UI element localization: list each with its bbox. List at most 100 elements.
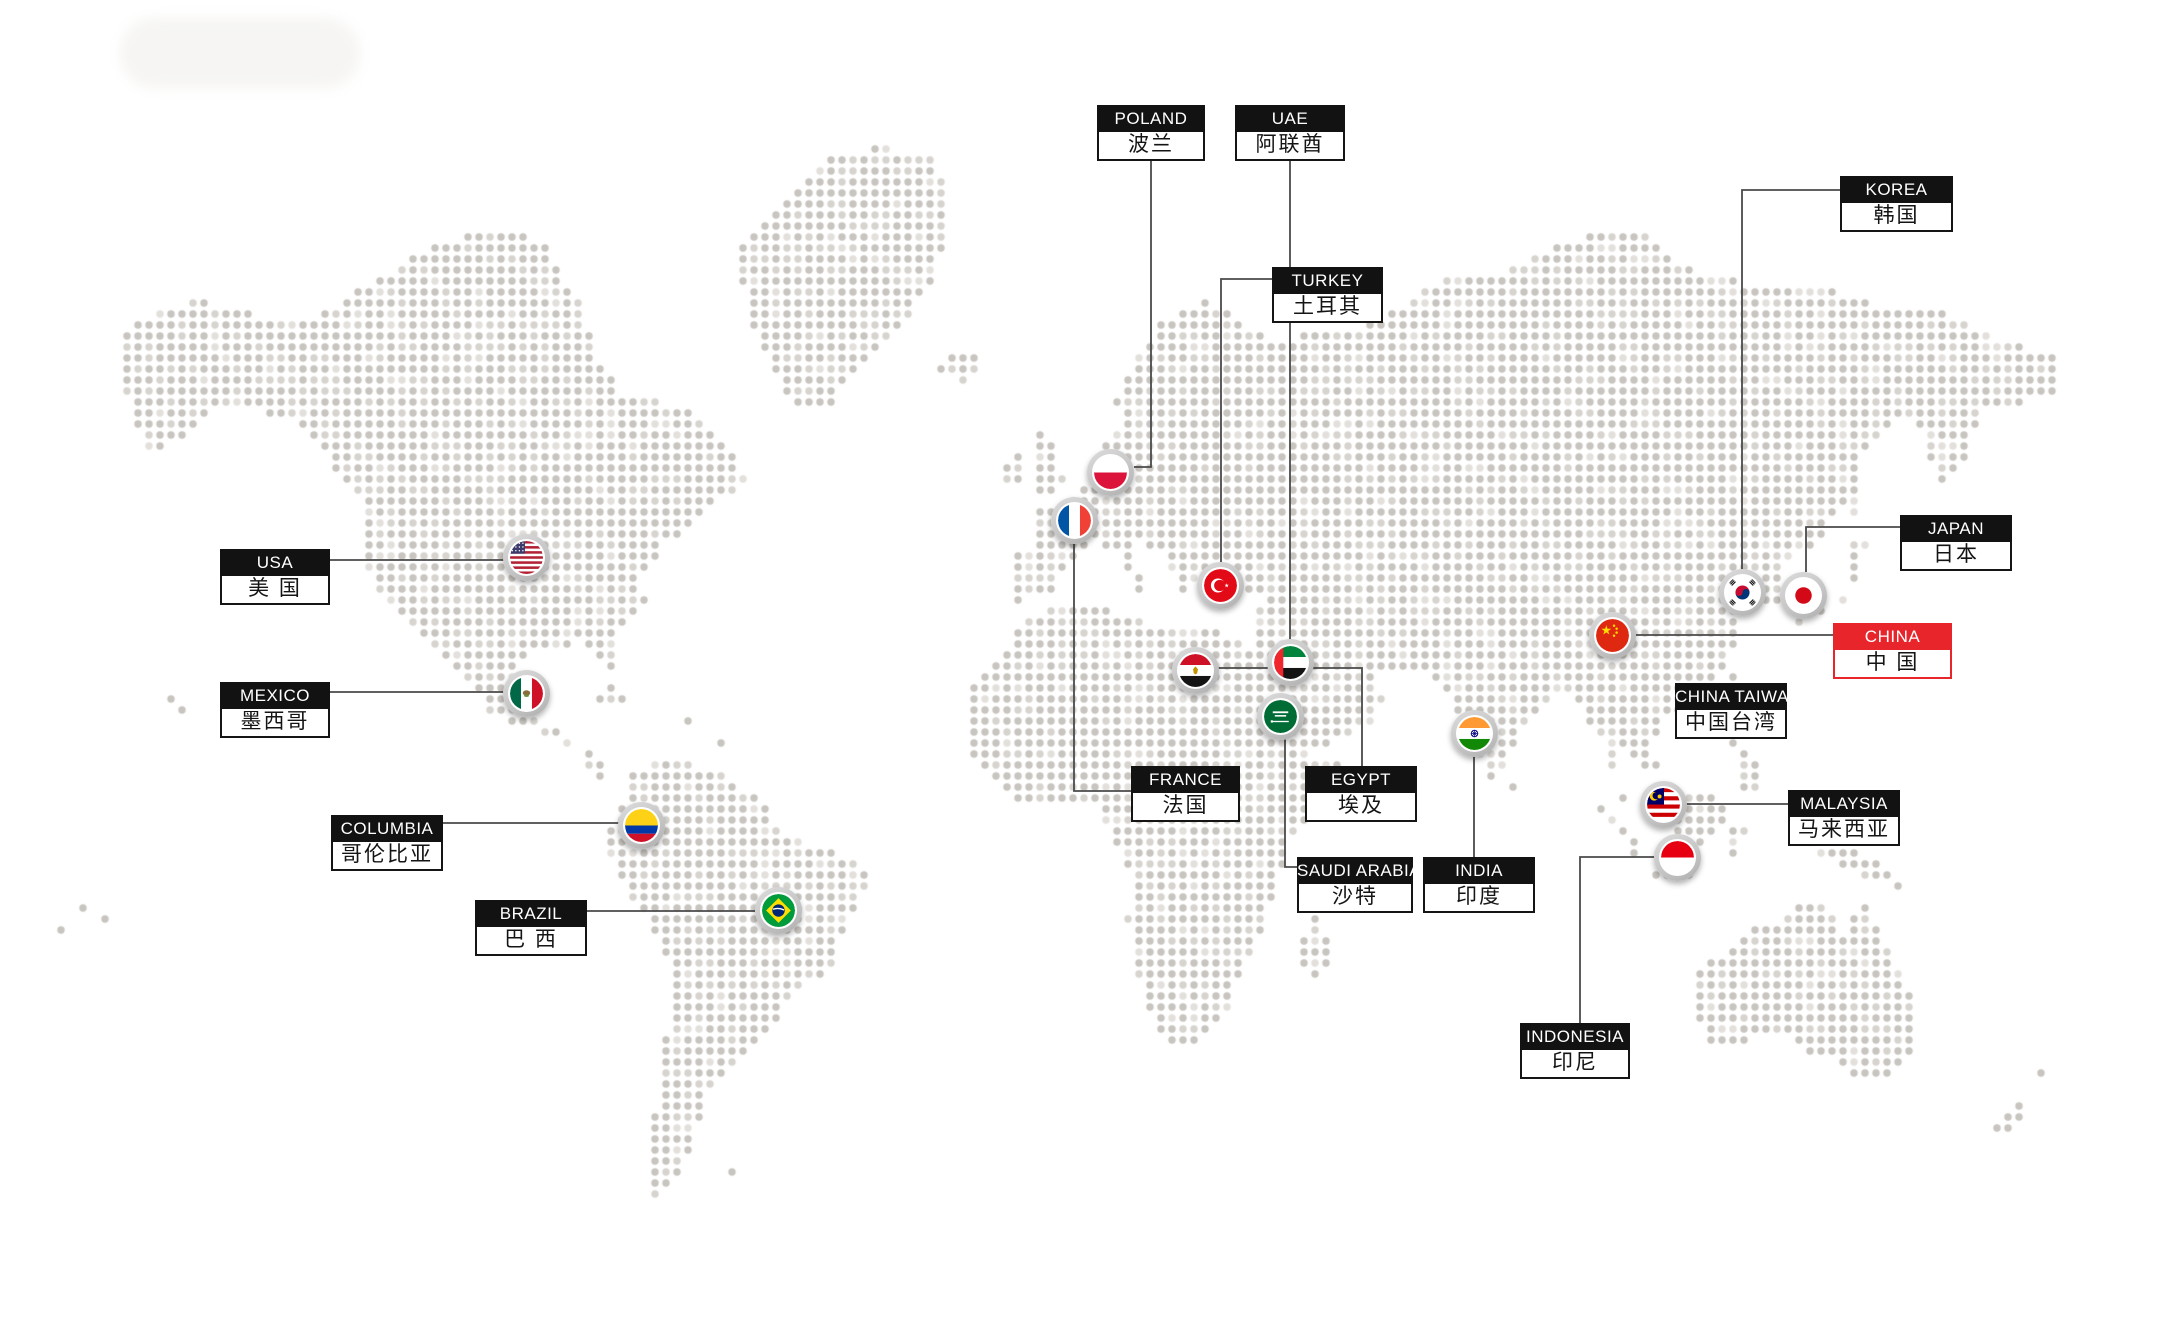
label-japan[interactable]: JAPAN 日本	[1900, 515, 2012, 571]
flag-mexico-icon	[507, 674, 545, 712]
label-mexico-header: MEXICO	[220, 682, 330, 709]
label-egypt[interactable]: EGYPT 埃及	[1305, 766, 1417, 822]
label-malaysia-body: 马来西亚	[1788, 817, 1900, 846]
label-columbia[interactable]: COLUMBIA 哥伦比亚	[331, 815, 443, 871]
marker-indonesia[interactable]	[1653, 833, 1701, 881]
country-name-en: INDIA	[1455, 861, 1503, 880]
label-uae-header: UAE	[1235, 105, 1345, 132]
flag-columbia-icon	[622, 806, 660, 844]
country-name-zh: 中 国	[1865, 651, 1920, 674]
marker-saudi-arabia[interactable]	[1256, 692, 1304, 740]
label-indonesia-body: 印尼	[1520, 1050, 1630, 1079]
marker-egypt[interactable]	[1171, 646, 1219, 694]
flag-korea-icon	[1723, 573, 1761, 611]
label-poland-body: 波兰	[1097, 132, 1205, 161]
flag-saudi-arabia-icon	[1261, 697, 1299, 735]
label-china-taiwan-body: 中国台湾	[1675, 710, 1787, 739]
label-usa[interactable]: USA 美 国	[220, 549, 330, 605]
country-name-en: MEXICO	[239, 686, 311, 705]
marker-japan[interactable]	[1779, 571, 1827, 619]
label-france[interactable]: FRANCE 法国	[1131, 766, 1240, 822]
marker-brazil[interactable]	[754, 886, 802, 934]
marker-turkey[interactable]	[1196, 561, 1244, 609]
country-name-zh: 马来西亚	[1798, 818, 1890, 841]
marker-usa[interactable]	[502, 533, 550, 581]
label-france-header: FRANCE	[1131, 766, 1240, 793]
label-china-body: 中 国	[1833, 650, 1952, 679]
label-malaysia-header: MALAYSIA	[1788, 790, 1900, 817]
label-india-header: INDIA	[1423, 857, 1535, 884]
flag-india-icon	[1455, 714, 1493, 752]
country-name-en: CHINA TAIWAN	[1675, 687, 1802, 706]
label-india[interactable]: INDIA 印度	[1423, 857, 1535, 913]
label-brazil[interactable]: BRAZIL 巴 西	[475, 900, 587, 956]
label-uae[interactable]: UAE 阿联酋	[1235, 105, 1345, 161]
flag-china-icon	[1593, 616, 1631, 654]
marker-mexico[interactable]	[502, 669, 550, 717]
label-india-body: 印度	[1423, 884, 1535, 913]
label-china-header: CHINA	[1833, 623, 1952, 650]
country-name-zh: 印度	[1456, 885, 1502, 908]
country-name-zh: 阿联酋	[1255, 133, 1325, 156]
country-name-zh: 埃及	[1338, 794, 1384, 817]
label-china[interactable]: CHINA 中 国	[1833, 623, 1952, 679]
country-name-zh: 美 国	[248, 577, 302, 600]
label-korea-header: KOREA	[1840, 176, 1953, 203]
label-brazil-body: 巴 西	[475, 927, 587, 956]
background-smudge	[120, 18, 360, 88]
country-name-en: FRANCE	[1149, 770, 1222, 789]
label-mexico[interactable]: MEXICO 墨西哥	[220, 682, 330, 738]
country-name-en: COLUMBIA	[340, 819, 434, 838]
country-name-zh: 土耳其	[1293, 295, 1362, 318]
country-name-en: POLAND	[1114, 109, 1188, 128]
label-korea[interactable]: KOREA 韩国	[1840, 176, 1953, 232]
country-name-en: INDONESIA	[1525, 1027, 1625, 1046]
label-china-taiwan[interactable]: CHINA TAIWAN 中国台湾	[1675, 683, 1801, 739]
label-turkey-header: TURKEY	[1272, 267, 1383, 294]
label-malaysia[interactable]: MALAYSIA 马来西亚	[1788, 790, 1900, 846]
country-name-zh: 巴 西	[504, 928, 558, 951]
marker-france[interactable]	[1050, 496, 1098, 544]
label-egypt-body: 埃及	[1305, 793, 1417, 822]
label-saudi-arabia-header: SAUDI ARABIA	[1297, 857, 1421, 884]
country-name-zh: 墨西哥	[240, 710, 310, 733]
marker-korea[interactable]	[1718, 568, 1766, 616]
label-saudi-arabia[interactable]: SAUDI ARABIA 沙特	[1297, 857, 1421, 913]
label-indonesia-header: INDONESIA	[1520, 1023, 1630, 1050]
label-china-taiwan-header: CHINA TAIWAN	[1675, 683, 1801, 710]
flag-japan-icon	[1784, 576, 1822, 614]
marker-china[interactable]	[1588, 611, 1636, 659]
country-name-zh: 韩国	[1873, 204, 1920, 227]
country-name-zh: 哥伦比亚	[341, 843, 433, 866]
country-name-en: UAE	[1271, 109, 1309, 128]
country-name-zh: 沙特	[1332, 885, 1378, 908]
flag-usa-icon	[507, 538, 545, 576]
country-name-zh: 日本	[1933, 543, 1979, 566]
label-uae-body: 阿联酋	[1235, 132, 1345, 161]
flag-turkey-icon	[1201, 566, 1239, 604]
country-name-en: SAUDI ARABIA	[1297, 861, 1422, 880]
country-name-en: KOREA	[1865, 180, 1928, 199]
country-name-zh: 法国	[1162, 794, 1209, 817]
marker-poland[interactable]	[1086, 448, 1134, 496]
label-brazil-header: BRAZIL	[475, 900, 587, 927]
label-france-body: 法国	[1131, 793, 1240, 822]
marker-india[interactable]	[1450, 709, 1498, 757]
label-turkey[interactable]: TURKEY 土耳其	[1272, 267, 1383, 323]
flag-poland-icon	[1091, 453, 1129, 491]
marker-uae[interactable]	[1266, 638, 1314, 686]
country-name-zh: 中国台湾	[1685, 711, 1777, 734]
country-name-en: EGYPT	[1330, 770, 1392, 789]
label-indonesia[interactable]: INDONESIA 印尼	[1520, 1023, 1630, 1079]
country-name-en: TURKEY	[1291, 271, 1364, 290]
label-poland-header: POLAND	[1097, 105, 1205, 132]
label-egypt-header: EGYPT	[1305, 766, 1417, 793]
country-name-en: JAPAN	[1927, 519, 1985, 538]
country-name-en: BRAZIL	[499, 904, 563, 923]
flag-brazil-icon	[759, 891, 797, 929]
marker-malaysia[interactable]	[1639, 780, 1687, 828]
label-poland[interactable]: POLAND 波兰	[1097, 105, 1205, 161]
marker-columbia[interactable]	[617, 801, 665, 849]
label-mexico-body: 墨西哥	[220, 709, 330, 738]
